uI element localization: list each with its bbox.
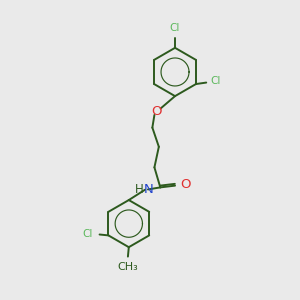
- Text: H: H: [135, 183, 144, 196]
- Text: N: N: [144, 183, 153, 196]
- Text: Cl: Cl: [211, 76, 221, 86]
- Text: Cl: Cl: [83, 229, 93, 239]
- Text: O: O: [180, 178, 190, 191]
- Text: CH₃: CH₃: [117, 262, 138, 272]
- Text: Cl: Cl: [170, 23, 180, 33]
- Text: O: O: [152, 105, 162, 118]
